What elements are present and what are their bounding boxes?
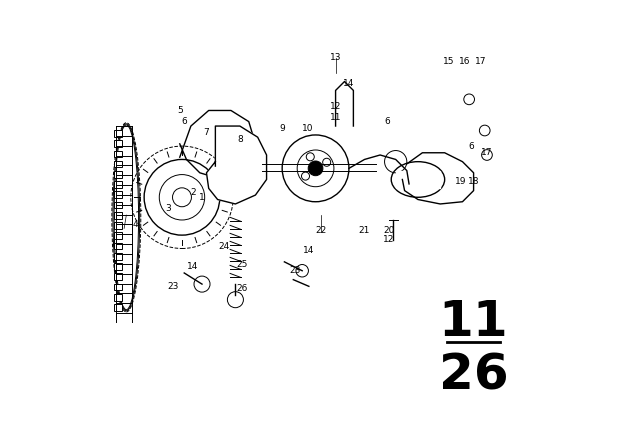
FancyBboxPatch shape bbox=[115, 181, 122, 188]
Text: 20: 20 bbox=[383, 226, 395, 235]
Text: 15: 15 bbox=[444, 57, 455, 66]
FancyBboxPatch shape bbox=[115, 304, 122, 311]
FancyBboxPatch shape bbox=[115, 130, 122, 137]
Text: 6: 6 bbox=[181, 117, 187, 126]
FancyBboxPatch shape bbox=[115, 151, 122, 157]
Text: 22: 22 bbox=[316, 226, 327, 235]
Text: 18: 18 bbox=[468, 177, 479, 186]
Text: 7: 7 bbox=[204, 128, 209, 137]
Text: 14: 14 bbox=[188, 262, 199, 271]
Polygon shape bbox=[207, 126, 267, 204]
FancyBboxPatch shape bbox=[115, 161, 122, 168]
Text: 11: 11 bbox=[330, 112, 341, 122]
Text: 6: 6 bbox=[468, 142, 474, 151]
FancyBboxPatch shape bbox=[115, 233, 122, 239]
FancyBboxPatch shape bbox=[115, 243, 122, 250]
FancyBboxPatch shape bbox=[115, 140, 122, 147]
Text: 12: 12 bbox=[383, 235, 395, 244]
Text: 14: 14 bbox=[303, 246, 314, 255]
FancyBboxPatch shape bbox=[115, 273, 122, 280]
Text: 23: 23 bbox=[290, 266, 301, 275]
Text: 19: 19 bbox=[454, 177, 466, 186]
Text: 23: 23 bbox=[168, 282, 179, 291]
Text: 4: 4 bbox=[132, 220, 138, 228]
Text: 26: 26 bbox=[236, 284, 248, 293]
Text: 5: 5 bbox=[177, 106, 182, 115]
Text: 6: 6 bbox=[384, 117, 390, 126]
FancyBboxPatch shape bbox=[115, 171, 122, 178]
FancyBboxPatch shape bbox=[115, 253, 122, 260]
Text: 10: 10 bbox=[302, 124, 314, 133]
FancyBboxPatch shape bbox=[115, 202, 122, 208]
Circle shape bbox=[308, 161, 323, 176]
Text: 26: 26 bbox=[439, 351, 508, 399]
FancyBboxPatch shape bbox=[115, 212, 122, 219]
FancyBboxPatch shape bbox=[115, 284, 122, 290]
Text: 24: 24 bbox=[219, 242, 230, 251]
FancyBboxPatch shape bbox=[115, 191, 122, 198]
Text: 17: 17 bbox=[481, 148, 493, 157]
Text: 9: 9 bbox=[279, 124, 285, 133]
FancyBboxPatch shape bbox=[115, 222, 122, 229]
Text: 25: 25 bbox=[236, 259, 248, 268]
Text: 17: 17 bbox=[474, 57, 486, 66]
Text: 13: 13 bbox=[330, 52, 341, 61]
Text: 1: 1 bbox=[199, 193, 205, 202]
Text: 12: 12 bbox=[330, 102, 341, 111]
Text: 8: 8 bbox=[237, 135, 243, 144]
Text: 16: 16 bbox=[459, 57, 470, 66]
Text: 3: 3 bbox=[166, 204, 172, 213]
Text: 11: 11 bbox=[439, 298, 508, 346]
Text: 2: 2 bbox=[190, 188, 196, 197]
Text: 21: 21 bbox=[359, 226, 370, 235]
FancyBboxPatch shape bbox=[115, 263, 122, 270]
Text: 14: 14 bbox=[343, 79, 355, 88]
FancyBboxPatch shape bbox=[115, 294, 122, 301]
